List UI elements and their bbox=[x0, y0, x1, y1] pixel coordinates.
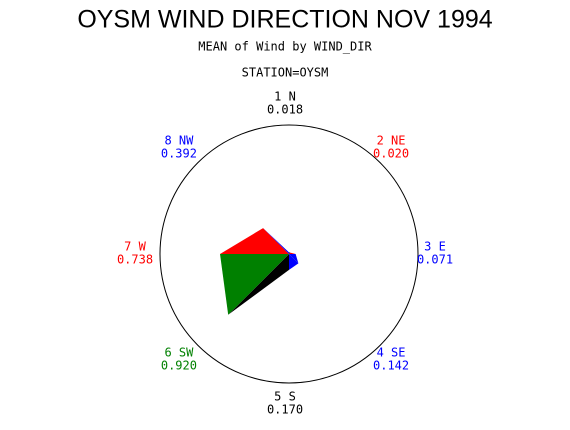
value-label: 0.920 bbox=[161, 359, 197, 373]
value-label: 0.071 bbox=[417, 253, 453, 267]
value-label: 0.392 bbox=[161, 146, 197, 160]
direction-label: 7 W bbox=[124, 240, 146, 254]
star-slice bbox=[289, 254, 299, 270]
value-label: 0.738 bbox=[117, 253, 153, 267]
star-slice bbox=[220, 254, 289, 315]
chart-title: OYSM WIND DIRECTION NOV 1994 bbox=[77, 6, 492, 34]
frame-circle bbox=[159, 124, 419, 384]
chart-subtitle: MEAN of Wind by WIND_DIR bbox=[198, 40, 372, 54]
direction-label: 1 N bbox=[274, 90, 296, 104]
direction-label: 5 S bbox=[274, 390, 296, 404]
direction-label: 6 SW bbox=[164, 346, 194, 360]
value-label: 0.020 bbox=[373, 146, 409, 160]
value-label: 0.142 bbox=[373, 359, 409, 373]
star-slice bbox=[220, 228, 289, 254]
value-label: 0.018 bbox=[267, 103, 303, 117]
star-slice bbox=[289, 252, 296, 254]
value-label: 0.170 bbox=[267, 403, 303, 417]
direction-label: 4 SE bbox=[377, 346, 406, 360]
star-slice bbox=[289, 252, 291, 254]
direction-label: 8 NW bbox=[164, 133, 194, 147]
direction-label: 3 E bbox=[424, 240, 446, 254]
group-label: STATION=OYSM bbox=[242, 66, 329, 80]
star-slice bbox=[263, 228, 289, 254]
direction-label: 2 NE bbox=[377, 133, 406, 147]
